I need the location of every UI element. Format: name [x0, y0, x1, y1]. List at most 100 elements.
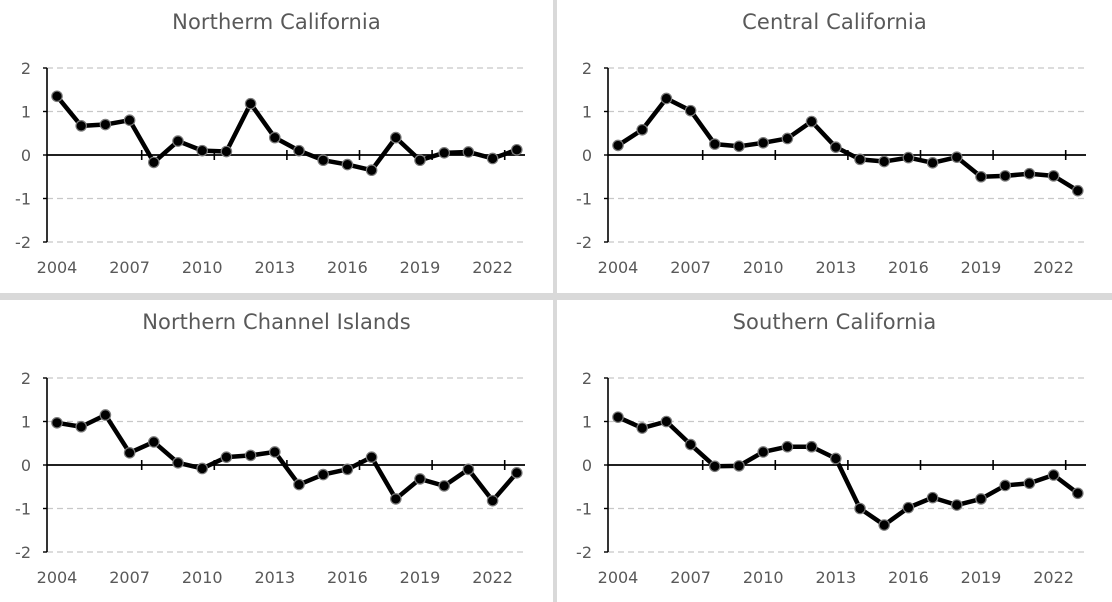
x-tick-label: 2007 [670, 568, 711, 587]
data-point [268, 446, 281, 458]
x-tick-label: 2022 [472, 568, 513, 587]
y-tick-label: -1 [15, 500, 31, 519]
data-point [854, 153, 866, 166]
data-point [950, 151, 963, 163]
data-point [365, 164, 378, 177]
data-point [926, 491, 939, 504]
data-point [51, 90, 63, 103]
data-point [462, 146, 475, 158]
data-point [220, 145, 233, 158]
x-tick-label: 2019 [400, 568, 441, 587]
panel-southern-california: Southern California 2 1 0 -1 -2 2004 2007 2010 2… [555, 296, 1112, 602]
panel-northern-channel-islands: Northern Channel Islands 2 1 0 -1 -2 2004 2007… [0, 296, 555, 602]
y-tick-label: 2 [582, 59, 592, 78]
x-tick-label: 2010 [743, 568, 784, 587]
data-point [757, 446, 769, 458]
data-point [999, 479, 1011, 492]
data-point [293, 478, 305, 491]
x-tick-label: 2019 [961, 258, 1002, 277]
x-tick-label: 2010 [743, 258, 784, 277]
x-tick-label: 2013 [815, 568, 856, 587]
data-point [999, 170, 1011, 182]
data-point [805, 115, 818, 128]
y-tick-label: 0 [582, 456, 592, 475]
data-point [148, 436, 160, 448]
data-point [99, 409, 112, 421]
y-tick-label: 2 [21, 369, 31, 388]
data-point [172, 457, 184, 469]
data-point [612, 411, 624, 423]
data-point [1023, 477, 1036, 490]
data-point [196, 144, 208, 157]
data-point [926, 157, 939, 169]
data-point [365, 451, 378, 463]
data-point [1047, 469, 1060, 481]
x-tick-label: 2013 [815, 258, 856, 277]
data-point [462, 463, 475, 476]
data-point [414, 154, 426, 167]
data-point [99, 118, 112, 131]
y-tick-label: -1 [576, 190, 592, 209]
x-tick-label: 2022 [1033, 258, 1074, 277]
x-tick-label: 2019 [400, 258, 441, 277]
data-point [660, 415, 673, 428]
x-tick-label: 2004 [598, 258, 639, 277]
data-point [389, 131, 402, 144]
x-tick-label: 2007 [109, 568, 150, 587]
data-point [684, 104, 697, 117]
x-tick-label: 2007 [670, 258, 711, 277]
x-tick-label: 2016 [888, 568, 929, 587]
data-point [51, 417, 63, 429]
data-point [902, 501, 915, 514]
y-tick-label: 2 [21, 59, 31, 78]
y-tick-label: -2 [576, 233, 592, 252]
data-point [950, 499, 963, 511]
x-tick-label: 2004 [598, 568, 639, 587]
data-point [293, 144, 305, 157]
data-point [414, 473, 426, 485]
chart-title: Southern California [732, 310, 937, 334]
x-tick-label: 2019 [961, 568, 1002, 587]
x-tick-label: 2022 [1033, 568, 1074, 587]
data-point [1071, 487, 1084, 500]
x-tick-label: 2010 [182, 568, 223, 587]
y-tick-label: 1 [582, 413, 592, 432]
data-point [612, 139, 624, 152]
data-point [684, 438, 697, 451]
y-tick-label: 1 [21, 413, 31, 432]
y-tick-label: 0 [582, 146, 592, 165]
data-point [733, 140, 745, 153]
y-tick-label: 1 [21, 103, 31, 122]
data-point [975, 493, 987, 505]
chart-title: Northern Channel Islands [142, 310, 411, 334]
data-point [805, 440, 818, 453]
chart-svg: 2 1 0 -1 -2 2004 2007 2010 2013 2016 2019 2022 [576, 59, 1086, 277]
data-point [1023, 167, 1036, 180]
y-tick-label: -1 [15, 190, 31, 209]
y-tick-label: -2 [15, 543, 31, 562]
x-tick-label: 2004 [37, 568, 78, 587]
data-point [317, 154, 329, 167]
data-point [829, 452, 842, 465]
x-tick-label: 2010 [182, 258, 223, 277]
data-point [878, 519, 890, 531]
data-point [341, 463, 354, 476]
data-point [123, 447, 136, 459]
x-tick-label: 2007 [109, 258, 150, 277]
data-point [438, 480, 450, 492]
y-tick-label: 0 [21, 456, 31, 475]
x-tick-label: 2016 [327, 258, 368, 277]
data-point [781, 440, 794, 453]
data-point [733, 460, 745, 472]
data-point [854, 502, 866, 515]
data-point [220, 451, 233, 463]
y-tick-label: 0 [21, 146, 31, 165]
x-tick-label: 2016 [888, 258, 929, 277]
x-tick-label: 2022 [472, 258, 513, 277]
data-point [244, 97, 257, 110]
y-tick-label: 2 [582, 369, 592, 388]
panel-northern-california: Northerm California 2 1 0 -1 -2 2004 2007 2010 2… [0, 0, 555, 296]
data-point [148, 156, 160, 169]
chart-svg: 2 1 0 -1 -2 2004 2007 2010 2013 2016 2019 2022 [15, 369, 525, 587]
